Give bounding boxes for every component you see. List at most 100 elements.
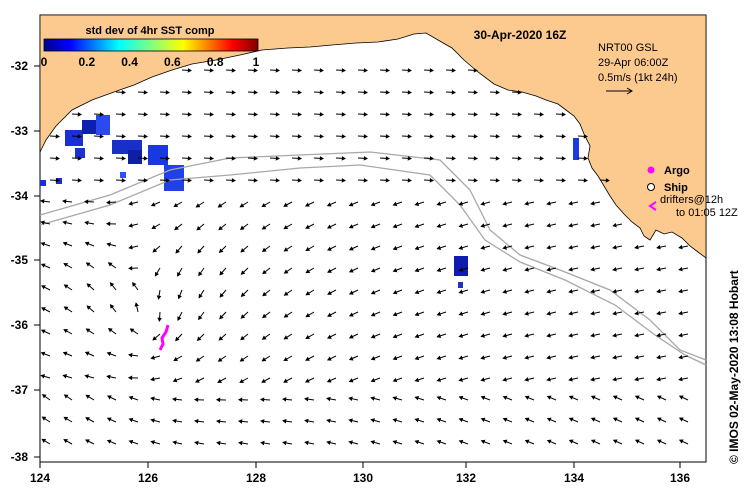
current-vector-head xyxy=(319,90,325,95)
current-vector-head xyxy=(304,396,309,402)
current-vector-head xyxy=(240,248,246,253)
current-scale-label: 0.5m/s (1kt 24h) xyxy=(598,72,677,84)
current-vector-head xyxy=(275,156,281,161)
current-vector-head xyxy=(612,222,617,228)
current-vector-head xyxy=(157,317,162,322)
current-vector-head xyxy=(177,271,182,277)
current-vector-head xyxy=(524,333,529,338)
current-vector-head xyxy=(187,178,193,183)
current-vector-head xyxy=(612,395,618,400)
current-vector-head xyxy=(392,377,398,383)
current-vector-head xyxy=(63,439,68,444)
current-vector-head xyxy=(275,178,281,183)
current-vector-head xyxy=(261,357,267,362)
map-title: 30-Apr-2020 16Z xyxy=(474,28,567,42)
current-vector-head xyxy=(127,375,133,381)
current-vector-head xyxy=(173,356,179,361)
current-vector-head xyxy=(392,440,398,445)
current-vector-head xyxy=(283,225,289,230)
current-vector-head xyxy=(107,262,113,267)
current-vector-head xyxy=(436,289,442,294)
current-vector-head xyxy=(678,244,683,250)
current-vector-head xyxy=(502,245,507,250)
current-vector-head xyxy=(546,201,551,206)
current-vector-head xyxy=(239,203,245,208)
land-australia xyxy=(39,14,707,259)
current-vector-head xyxy=(107,395,112,400)
current-vector-head xyxy=(612,376,617,382)
current-vector-head xyxy=(231,112,237,117)
current-vector-head xyxy=(495,156,501,161)
current-vector-head xyxy=(85,439,90,444)
y-tick: -37 xyxy=(11,383,29,397)
current-vector-head xyxy=(524,311,529,316)
current-vector-head xyxy=(414,333,420,339)
current-vector-head xyxy=(341,68,347,73)
current-vector-head xyxy=(152,336,158,341)
current-vector-head xyxy=(495,112,501,117)
current-vector-head xyxy=(407,134,413,139)
current-vector-head xyxy=(568,417,574,422)
current-vector-head xyxy=(304,440,309,446)
colorbar-tick: 0 xyxy=(41,55,48,69)
current-vector-head xyxy=(546,267,551,272)
current-vector-head xyxy=(319,178,325,183)
current-vector-head xyxy=(150,418,155,423)
current-vector-head xyxy=(77,156,83,161)
current-vector-head xyxy=(238,440,243,446)
current-vector-head xyxy=(392,245,398,251)
current-vector-head xyxy=(605,178,611,183)
argo-legend: Argo xyxy=(647,165,690,177)
current-vector-head xyxy=(40,220,45,225)
current-vector-head xyxy=(209,68,215,73)
current-vector-head xyxy=(363,134,369,139)
current-vector-head xyxy=(348,312,354,317)
current-vector-head xyxy=(348,246,354,251)
current-vector-head xyxy=(458,377,464,382)
current-vector-head xyxy=(370,377,376,383)
current-vector-head xyxy=(546,245,551,250)
x-tick: 126 xyxy=(138,471,158,485)
current-vector-head xyxy=(429,134,435,139)
current-vector-head xyxy=(109,282,115,287)
current-vector-head xyxy=(177,316,182,321)
colorbar-tick: 1 xyxy=(253,55,260,69)
current-vector-head xyxy=(196,336,202,342)
current-vector-head xyxy=(517,156,523,161)
current-vector-head xyxy=(348,440,353,445)
current-vector-head xyxy=(524,439,530,444)
current-vector-head xyxy=(517,90,523,95)
current-vector-head xyxy=(253,156,259,161)
current-vector-head xyxy=(106,374,111,380)
current-vector-head xyxy=(385,156,391,161)
current-vector-head xyxy=(656,354,661,360)
tick-marks xyxy=(34,65,681,468)
current-vector-head xyxy=(590,395,596,400)
current-vector-head xyxy=(539,112,545,117)
current-vector-head xyxy=(524,417,530,422)
current-vector-head xyxy=(480,267,485,272)
current-vector-head xyxy=(436,333,442,338)
current-vector-head xyxy=(326,378,332,383)
current-vector-head xyxy=(414,396,420,401)
current-vector-head xyxy=(634,395,640,400)
colorbar-tick: 0.2 xyxy=(78,55,95,69)
current-vector-head xyxy=(231,156,237,161)
current-vector-head xyxy=(297,156,303,161)
current-vector-head xyxy=(297,112,303,117)
colorbar-title: std dev of 4hr SST comp xyxy=(86,25,215,37)
current-vector-head xyxy=(121,178,127,183)
current-vector-head xyxy=(370,246,376,251)
current-vector-head xyxy=(392,311,398,317)
current-vector-head xyxy=(305,356,310,361)
current-vector-head xyxy=(253,134,259,139)
current-vector-head xyxy=(143,134,149,139)
current-vector-head xyxy=(363,178,369,183)
current-vector-head xyxy=(414,245,420,251)
current-vector-head xyxy=(86,305,92,310)
current-vector-head xyxy=(612,332,617,338)
current-vector-head xyxy=(107,328,113,333)
current-vector-head xyxy=(590,439,596,444)
current-vector-head xyxy=(539,178,545,183)
current-vector-head xyxy=(546,311,551,316)
